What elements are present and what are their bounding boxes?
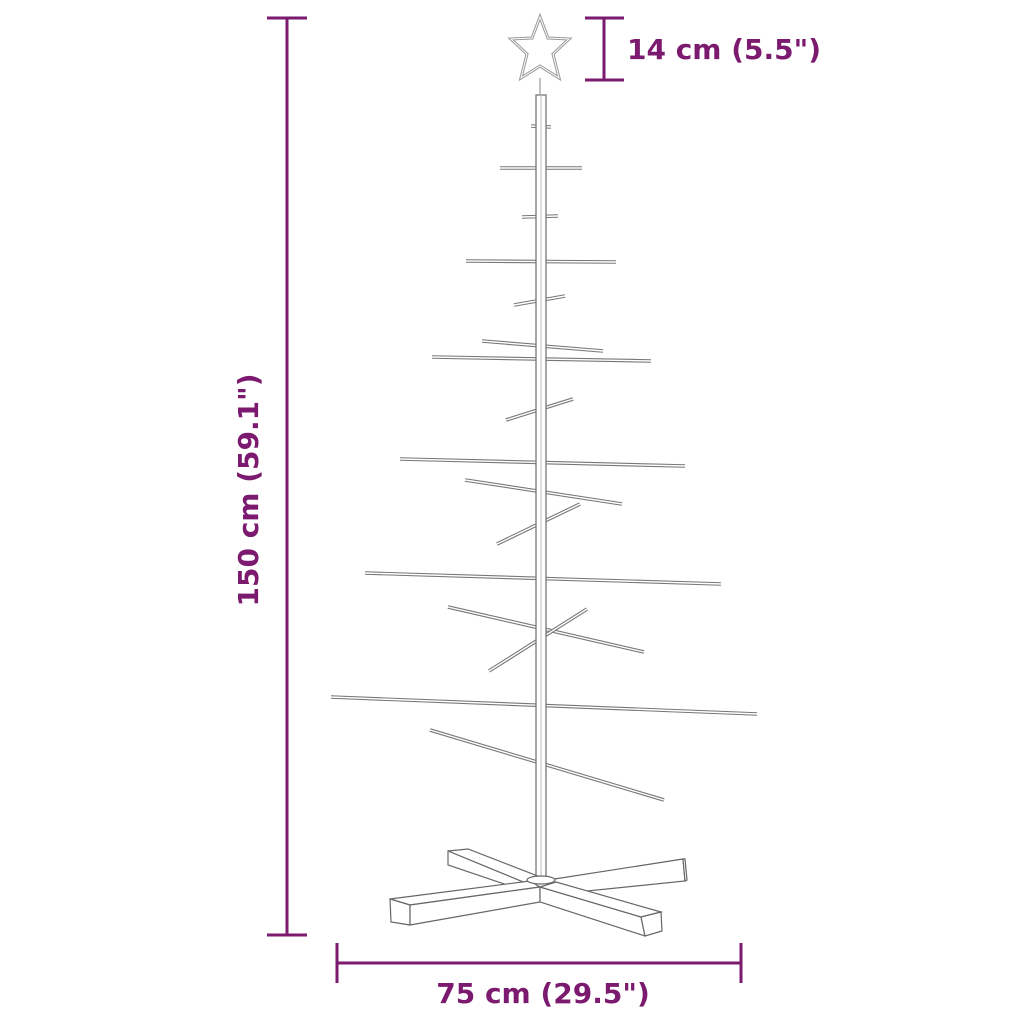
branch (429, 728, 665, 802)
width-label: 75 cm (29.5") (436, 977, 650, 1010)
cross-base (389, 848, 688, 937)
width-dimension-line (335, 943, 743, 983)
star-dimension-line (585, 16, 624, 82)
star-height-label: 14 cm (5.5") (627, 33, 821, 66)
height-dimension-line (267, 16, 307, 937)
star-topper-icon (507, 12, 573, 95)
height-label: 150 cm (59.1") (232, 374, 265, 607)
